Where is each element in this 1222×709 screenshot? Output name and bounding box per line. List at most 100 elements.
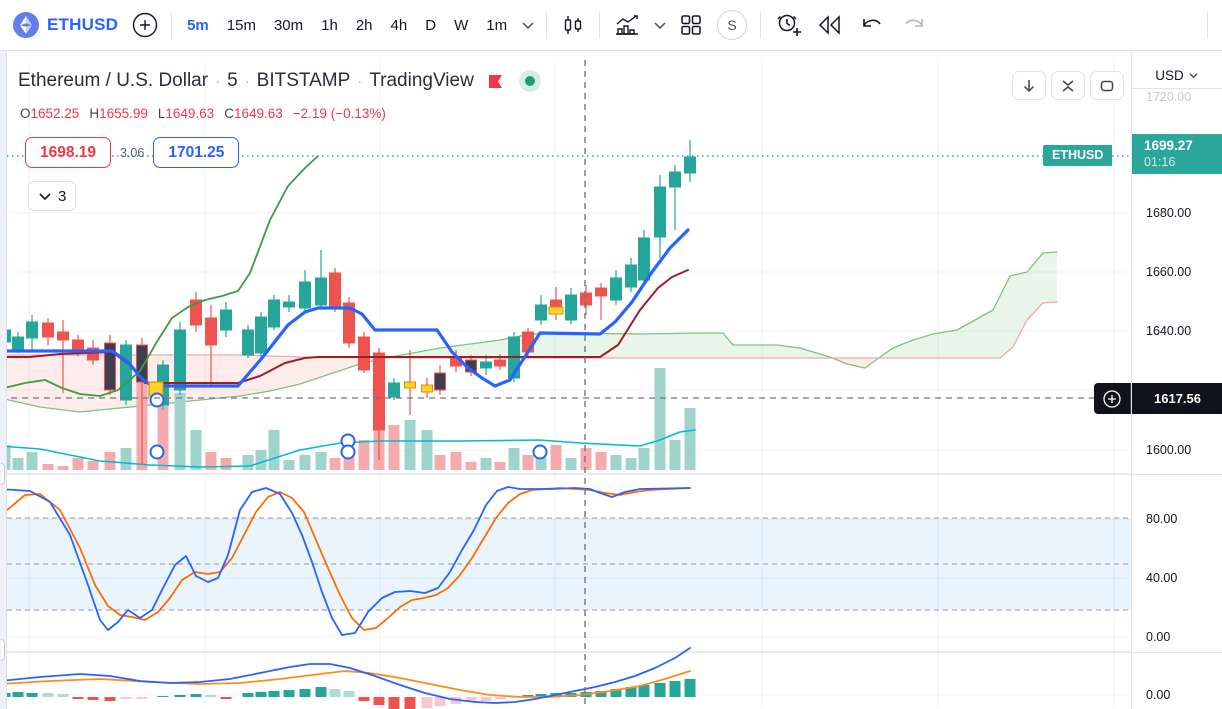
candle: [120, 344, 132, 401]
axis-currency-selector[interactable]: USD: [1132, 63, 1222, 89]
macd-hist-bar: [638, 685, 650, 697]
sell-button[interactable]: 1698.19: [25, 137, 111, 168]
panel-resize-handle[interactable]: [1, 639, 5, 661]
volume-ma-line: [0, 429, 696, 468]
indicators-menu-chevron-icon[interactable]: [648, 6, 672, 44]
plus-circle-icon: [1103, 389, 1121, 408]
volume-bar: [580, 448, 592, 470]
timeframe-5m[interactable]: 5m: [187, 16, 209, 34]
bar-replay-button[interactable]: [809, 6, 851, 44]
volume-bar: [87, 461, 99, 470]
price-tick: 1680.00: [1146, 206, 1192, 220]
candle: [494, 359, 506, 367]
volume-bar: [12, 458, 24, 470]
hidden-indicator-count: 3: [58, 187, 67, 205]
add-alert-plus-button[interactable]: [1094, 383, 1131, 414]
candle: [669, 171, 681, 188]
buy-button[interactable]: 1701.25: [153, 137, 240, 168]
candle: [174, 329, 186, 391]
volume-bar: [174, 393, 186, 470]
undo-button[interactable]: [851, 6, 893, 44]
timeframe-30m[interactable]: 30m: [273, 16, 304, 34]
volume-bar: [625, 458, 637, 470]
volume-bar: [421, 430, 433, 470]
macd-hist-bar: [26, 693, 38, 697]
timeframe-D[interactable]: D: [425, 16, 437, 34]
macd-hist-bar: [242, 693, 254, 697]
timeframe-menu-chevron-icon[interactable]: [516, 6, 540, 44]
add-alert-button[interactable]: [767, 6, 809, 44]
buy-sell-widget: 1698.19 3.06 1701.25: [25, 137, 240, 168]
timeframe-15m[interactable]: 15m: [226, 16, 256, 34]
price-tick: 1600.00: [1146, 443, 1192, 457]
spread-value: 3.06: [120, 145, 145, 160]
candle: [329, 272, 341, 308]
chart-type-candles-button[interactable]: [553, 6, 593, 44]
volume-bar: [565, 458, 577, 470]
save-template-button[interactable]: S: [710, 6, 754, 44]
timeframe-4h[interactable]: 4h: [390, 16, 408, 34]
candle: [654, 186, 666, 238]
volume-bar: [638, 448, 650, 470]
circle-marker: [532, 444, 548, 460]
currency-label: USD: [1155, 68, 1184, 83]
market-status-button[interactable]: [518, 70, 541, 92]
volume-bar: [404, 420, 416, 470]
blue-baseline: [0, 228, 690, 388]
redo-button[interactable]: [893, 6, 935, 44]
compare-add-symbol-button[interactable]: [125, 6, 165, 44]
price-axis[interactable]: USD 1720.00 1680.00 1660.00 1640.00 1600.00 8…: [1131, 51, 1222, 709]
market-open-dot-icon: [524, 76, 535, 86]
candle: [565, 294, 577, 321]
candles: [0, 140, 696, 465]
timeframe-group: 5m 15m 30m 1h 2h 4h D W 1m: [178, 8, 516, 42]
indicators-collapse-button[interactable]: 3: [28, 181, 77, 211]
layout-grid-button[interactable]: [672, 6, 710, 44]
timeframe-W[interactable]: W: [454, 16, 469, 34]
toolbar-divider: [546, 12, 548, 38]
indicators-button[interactable]: [606, 6, 648, 44]
pane-separator: [1132, 652, 1222, 653]
candle: [26, 321, 38, 339]
panel-resize-handle[interactable]: [1, 463, 5, 485]
macd-hist-bar: [190, 694, 202, 697]
template-badge: S: [717, 10, 748, 40]
candle: [87, 347, 99, 361]
flag-icon[interactable]: [488, 74, 503, 89]
macd-hist-bar: [404, 697, 416, 709]
timeframe-2h[interactable]: 2h: [355, 16, 373, 34]
candle: [404, 381, 416, 389]
macd-hist-bar: [373, 697, 385, 705]
volume-bar: [654, 368, 666, 470]
macd-hist-bar: [205, 695, 217, 697]
volume-bar: [268, 430, 280, 470]
ohlc-values-row: O1652.25 H1655.99 L1649.63 C1649.63 −2.19 (−…: [20, 106, 386, 121]
circle-marker: [149, 392, 165, 408]
maximize-pane-button[interactable]: [1051, 71, 1085, 100]
green-ma-line: [0, 155, 319, 397]
volume-bar: [315, 452, 327, 470]
symbol-button[interactable]: ETHUSD: [6, 6, 125, 44]
price-tick: 1720.00: [1146, 90, 1192, 104]
volume-bar: [358, 440, 370, 470]
volume-bar: [157, 390, 169, 470]
candle: [580, 292, 592, 306]
drawing-toolbar-collapsed[interactable]: [0, 51, 7, 709]
scroll-to-recent-button[interactable]: [1012, 71, 1046, 100]
chart-legend-title[interactable]: Ethereum / U.S. Dollar · 5 · BITSTAMP · Tradin…: [18, 70, 541, 92]
pane-separator: [1132, 474, 1222, 475]
macd-hist-bar: [669, 681, 681, 697]
volume-bar: [508, 448, 520, 470]
macd-panel: [0, 647, 696, 709]
chevron-down-icon: [1189, 73, 1198, 79]
volume-bar: [26, 452, 38, 470]
candle: [255, 316, 267, 354]
macd-hist-bar: [120, 697, 132, 699]
fullscreen-button[interactable]: [1090, 71, 1124, 100]
ethereum-logo-icon: [13, 12, 39, 38]
timeframe-1m[interactable]: 1m: [486, 16, 508, 34]
macd-hist-bar: [42, 693, 54, 697]
price-tick: 0.00: [1146, 630, 1171, 644]
volume-bar: [205, 452, 217, 470]
timeframe-1h[interactable]: 1h: [321, 16, 338, 34]
